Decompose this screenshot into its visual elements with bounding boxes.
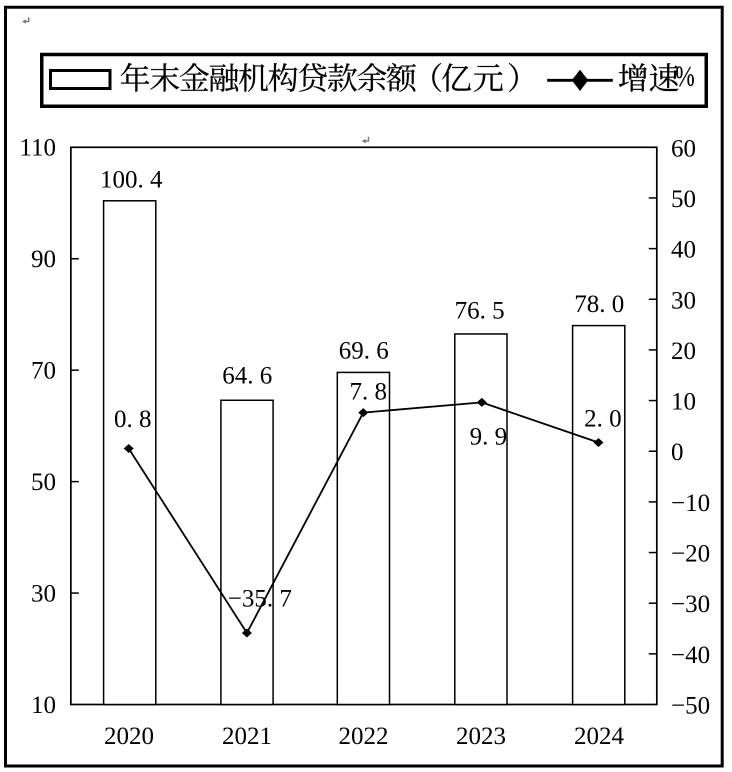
svg-text:50: 50 <box>671 186 696 213</box>
svg-text:30: 30 <box>31 580 56 607</box>
svg-text:76. 5: 76. 5 <box>455 298 505 325</box>
svg-text:78. 0: 78. 0 <box>574 291 624 318</box>
svg-text:110: 110 <box>19 135 56 162</box>
svg-text:20: 20 <box>671 338 696 365</box>
svg-text:64. 6: 64. 6 <box>222 363 272 390</box>
svg-text:10: 10 <box>671 389 696 416</box>
svg-text:30: 30 <box>671 287 696 314</box>
svg-text:100. 4: 100. 4 <box>100 166 163 193</box>
svg-text:40: 40 <box>671 237 696 264</box>
svg-text:−50: −50 <box>671 693 710 720</box>
svg-text:−10: −10 <box>671 490 710 517</box>
svg-text:2023: 2023 <box>456 723 506 750</box>
svg-text:9. 9: 9. 9 <box>470 423 508 450</box>
svg-text:10: 10 <box>31 692 56 719</box>
svg-text:2. 0: 2. 0 <box>584 406 622 433</box>
svg-text:90: 90 <box>31 246 56 273</box>
svg-text:2024: 2024 <box>574 723 625 750</box>
svg-text:−30: −30 <box>671 591 710 618</box>
svg-text:−35. 7: −35. 7 <box>228 585 292 612</box>
svg-text:2020: 2020 <box>104 723 154 750</box>
svg-text:70: 70 <box>31 358 56 385</box>
svg-text:2021: 2021 <box>222 723 272 750</box>
svg-text:60: 60 <box>671 135 696 162</box>
svg-text:7. 8: 7. 8 <box>349 378 387 405</box>
svg-text:−40: −40 <box>671 642 710 669</box>
svg-text:−20: −20 <box>671 541 710 568</box>
svg-text:69. 6: 69. 6 <box>339 337 389 364</box>
svg-text:50: 50 <box>31 469 56 496</box>
svg-text:2022: 2022 <box>339 723 389 750</box>
svg-text:0: 0 <box>671 439 684 466</box>
svg-text:0. 8: 0. 8 <box>114 406 152 433</box>
